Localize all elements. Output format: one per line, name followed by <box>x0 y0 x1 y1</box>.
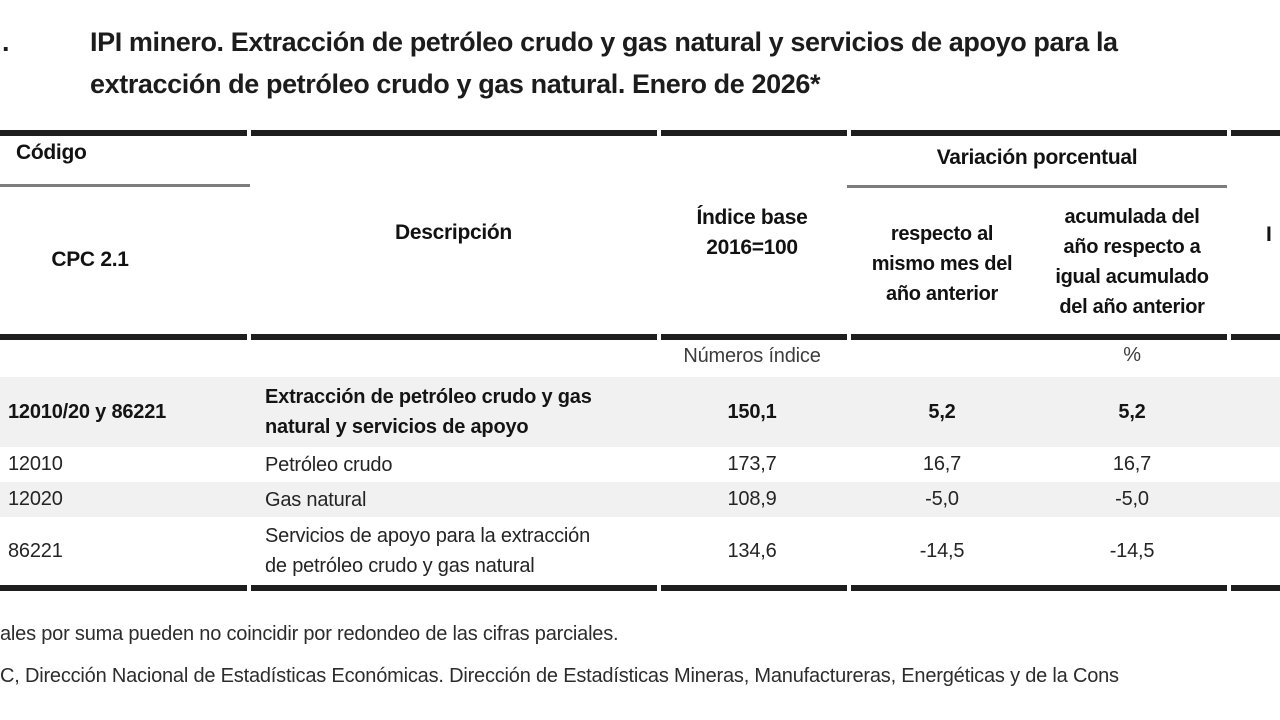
table-title-line1: IPI minero. Extracción de petróleo crudo… <box>90 27 1118 57</box>
row-index-value: 134,6 <box>727 539 777 562</box>
column-header-cpc: CPC 2.1 <box>51 248 129 271</box>
codigo-underline <box>0 184 250 187</box>
column-header-variacion-mes: respecto al mismo mes del año anterior <box>871 223 1013 305</box>
footnote-rounding: ales por suma pueden no coincidir por re… <box>0 623 619 645</box>
row-description: Servicios de apoyo para la extracción de… <box>265 525 591 577</box>
column-header-indice-base: Índice base 2016=100 <box>696 206 808 259</box>
rule-segment <box>251 585 657 591</box>
table-row-servicios-apoyo: 86221 Servicios de apoyo para la extracc… <box>0 517 1280 585</box>
rule-segment <box>661 130 847 136</box>
rule-segment <box>661 585 847 591</box>
rule-segment <box>851 130 1227 136</box>
rule-segment <box>661 334 847 340</box>
row-variation-month: 5,2 <box>928 400 956 423</box>
row-description: Petróleo crudo <box>265 453 393 476</box>
row-code: 86221 <box>8 539 63 562</box>
row-index-value: 173,7 <box>727 453 777 475</box>
rule-segment <box>1231 130 1280 136</box>
column-header-descripcion: Descripción <box>395 221 512 244</box>
rule-segment <box>1231 585 1280 591</box>
row-index-value: 150,1 <box>727 400 777 423</box>
variacion-underline <box>847 185 1227 188</box>
column-header-codigo: Código <box>16 141 87 164</box>
section-number-fragment: . <box>2 27 10 57</box>
row-code: 12020 <box>8 488 63 510</box>
table-row-petroleo-crudo: 12010 Petróleo crudo 173,7 16,7 16,7 <box>0 447 1280 482</box>
rule-segment <box>0 130 247 136</box>
row-variation-month: 16,7 <box>922 453 962 475</box>
column-header-variacion-acumulada: acumulada del año respecto a igual acumu… <box>1055 206 1209 318</box>
rule-segment <box>851 585 1227 591</box>
row-description: Gas natural <box>265 488 367 511</box>
column-header-cutoff: I <box>1266 223 1272 246</box>
footnote-source: C, Dirección Nacional de Estadísticas Ec… <box>0 665 1119 687</box>
row-variation-accum: -5,0 <box>1115 488 1149 510</box>
rule-segment <box>251 334 657 340</box>
row-code: 12010/20 y 86221 <box>8 400 167 423</box>
row-description: Extracción de petróleo crudo y gas natur… <box>265 386 592 438</box>
rule-segment <box>851 334 1227 340</box>
rule-segment <box>251 130 657 136</box>
unit-label-numeros-indice: Números índice <box>683 345 821 367</box>
unit-label-percent: % <box>1123 344 1141 366</box>
row-variation-month: -5,0 <box>925 488 959 510</box>
row-variation-accum: 5,2 <box>1118 400 1146 423</box>
column-group-variacion-porcentual: Variación porcentual <box>936 146 1138 169</box>
rule-segment <box>0 585 247 591</box>
row-index-value: 108,9 <box>727 488 777 510</box>
rule-segment <box>1231 334 1280 340</box>
table-row-gas-natural: 12020 Gas natural 108,9 -5,0 -5,0 <box>0 482 1280 517</box>
row-variation-accum: -14,5 <box>1109 539 1155 562</box>
table-title-line2: extracción de petróleo crudo y gas natur… <box>90 69 821 99</box>
table-row-total: 12010/20 y 86221 Extracción de petróleo … <box>0 377 1280 447</box>
row-variation-accum: 16,7 <box>1112 453 1152 475</box>
rule-segment <box>0 334 247 340</box>
row-variation-month: -14,5 <box>919 539 965 562</box>
row-code: 12010 <box>8 453 63 475</box>
